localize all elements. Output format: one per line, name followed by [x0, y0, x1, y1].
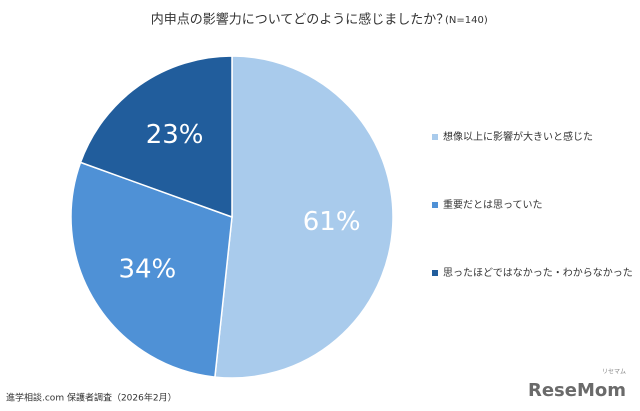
logo: ReseMom	[528, 380, 626, 401]
source: 進学相談.com 保護者調査（2026年2月）	[6, 392, 177, 404]
legend-marker	[432, 202, 438, 208]
data-label: 34%	[118, 254, 176, 284]
logo-sub: リセマム	[602, 369, 626, 376]
chart-title: 内申点の影響力についてどのように感じましたか？	[151, 12, 450, 28]
legend-label: 思ったほどではなかった・わからなかった	[443, 267, 633, 279]
pie-slice	[70, 161, 233, 378]
chart-subtitle: (N=140)	[445, 15, 488, 26]
legend-label: 重要だとは思っていた	[443, 198, 543, 211]
legend-marker	[432, 134, 438, 140]
pie-slice	[79, 55, 233, 219]
pie-slice	[214, 55, 394, 379]
legend-label: 想像以上に影響が大きいと感じた	[443, 130, 593, 143]
data-label: 23%	[146, 120, 204, 150]
data-label: 61%	[303, 207, 361, 237]
legend-marker	[432, 270, 438, 276]
